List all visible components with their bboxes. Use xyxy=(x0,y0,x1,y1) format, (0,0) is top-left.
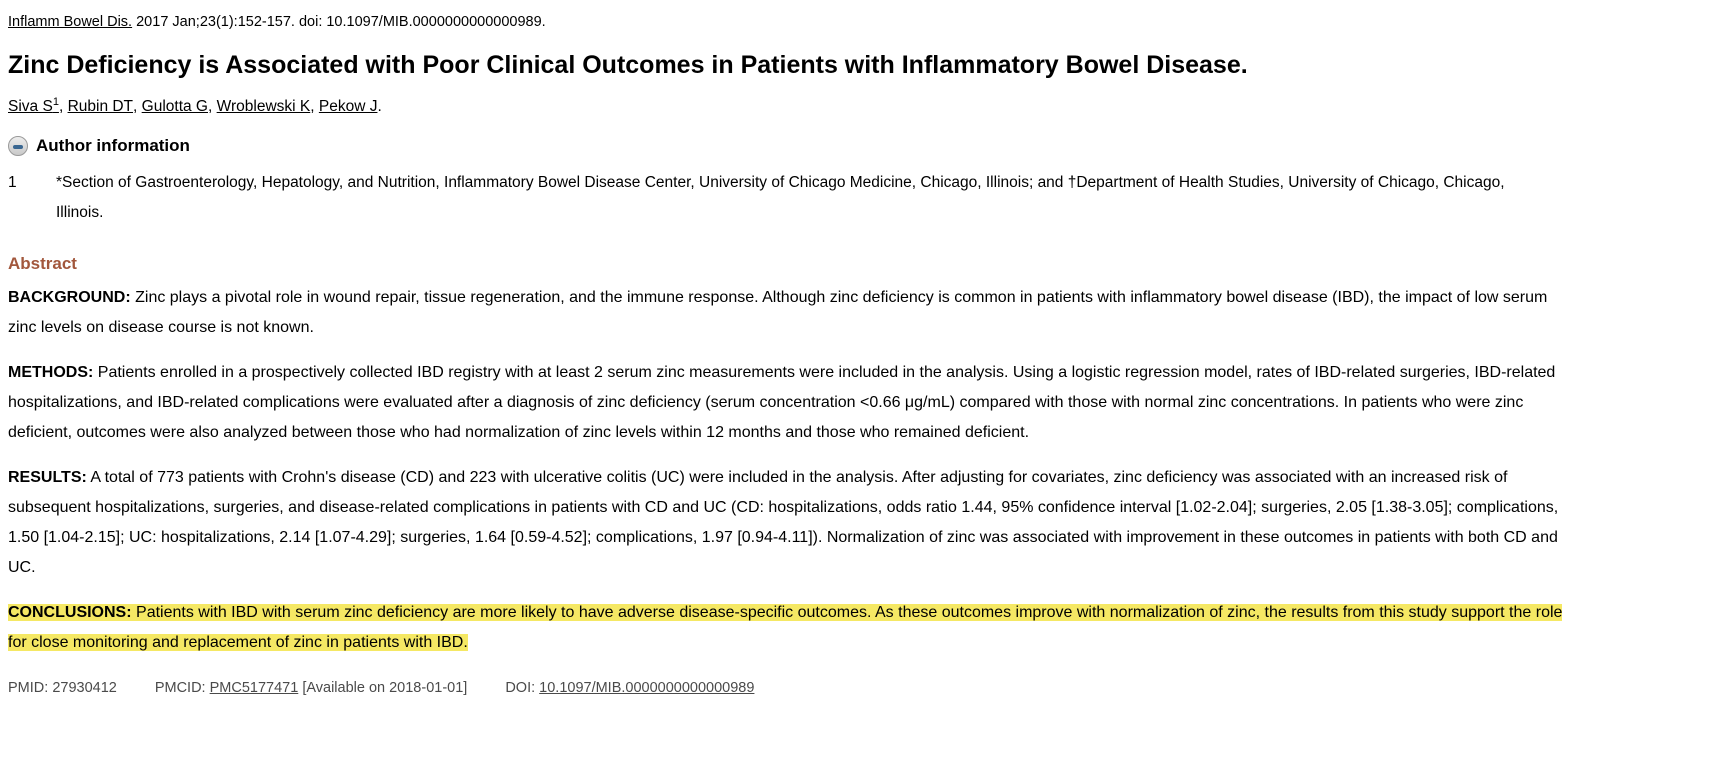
abstract-section-label: CONCLUSIONS: xyxy=(8,604,132,621)
journal-link[interactable]: Inflamm Bowel Dis. xyxy=(8,14,133,30)
doi-label: DOI: xyxy=(505,680,536,696)
author-separator: , xyxy=(58,98,68,115)
author-link[interactable]: Rubin DT xyxy=(68,98,133,115)
author-link[interactable]: Siva S1 xyxy=(8,95,59,115)
article-identifiers: PMID: 27930412 PMCID: PMC5177471 [Availa… xyxy=(8,680,1564,696)
abstract-section-text: Patients enrolled in a prospectively col… xyxy=(8,364,1556,441)
author-separator: , xyxy=(133,98,142,115)
author-link[interactable]: Pekow J xyxy=(319,98,378,115)
pmcid-group: PMCID: PMC5177471 [Available on 2018-01-… xyxy=(155,680,467,696)
author-separator: , xyxy=(310,98,319,115)
page-title: Zinc Deficiency is Associated with Poor … xyxy=(8,51,1248,79)
citation-text: 2017 Jan;23(1):152-157. doi: 10.1097/MIB… xyxy=(132,14,546,30)
author-name: Gulotta G xyxy=(141,98,208,115)
author-name: Siva S xyxy=(8,98,53,115)
pmid-label: PMID: xyxy=(8,680,49,696)
minus-circle-icon[interactable] xyxy=(8,136,28,156)
highlighted-text: CONCLUSIONS: Patients with IBD with seru… xyxy=(8,604,1563,651)
abstract-section-conclusions: CONCLUSIONS: Patients with IBD with seru… xyxy=(8,598,1564,658)
abstract-section-label: BACKGROUND: xyxy=(8,289,131,306)
affiliation-row: 1 *Section of Gastroenterology, Hepatolo… xyxy=(8,168,1564,228)
author-superscript: 1 xyxy=(52,95,59,108)
pmid-value: 27930412 xyxy=(52,680,117,696)
affiliation-text: *Section of Gastroenterology, Hepatology… xyxy=(56,174,1505,221)
author-list: Siva S1, Rubin DT, Gulotta G, Wroblewski… xyxy=(8,96,1564,118)
author-name: Rubin DT xyxy=(67,98,134,115)
abstract-section-label: METHODS: xyxy=(8,364,94,381)
abstract-section-methods: METHODS: Patients enrolled in a prospect… xyxy=(8,358,1564,448)
abstract-heading: Abstract xyxy=(8,254,77,273)
author-name: Pekow J xyxy=(318,98,378,115)
doi-link[interactable]: 10.1097/MIB.0000000000000989 xyxy=(539,680,755,696)
abstract-section-text: Patients with IBD with serum zinc defici… xyxy=(8,604,1563,651)
abstract-section-results: RESULTS: A total of 773 patients with Cr… xyxy=(8,463,1564,583)
affiliation-number: 1 xyxy=(8,174,17,191)
article-content: Inflamm Bowel Dis. 2017 Jan;23(1):152-15… xyxy=(8,12,1564,696)
doi-group: DOI: 10.1097/MIB.0000000000000989 xyxy=(505,680,754,696)
author-name: Wroblewski K xyxy=(216,98,311,115)
article-abstract-page: Inflamm Bowel Dis. 2017 Jan;23(1):152-15… xyxy=(8,12,1564,696)
pmcid-label: PMCID: xyxy=(154,680,206,696)
abstract-section-text: A total of 773 patients with Crohn's dis… xyxy=(8,469,1559,576)
abstract-section-label: RESULTS: xyxy=(8,469,87,486)
pmid-group: PMID: 27930412 xyxy=(8,680,117,696)
author-separator: , xyxy=(208,98,217,115)
citation-line: Inflamm Bowel Dis. 2017 Jan;23(1):152-15… xyxy=(8,12,1564,32)
author-link[interactable]: Wroblewski K xyxy=(217,98,311,115)
author-information-heading: Author information xyxy=(36,136,190,155)
abstract-section-background: BACKGROUND: Zinc plays a pivotal role in… xyxy=(8,283,1564,343)
author-information-header: Author information xyxy=(8,136,1564,156)
pmcid-availability-note: [Available on 2018-01-01] xyxy=(302,680,468,696)
author-separator: . xyxy=(377,98,382,115)
pmcid-link[interactable]: PMC5177471 xyxy=(209,680,299,696)
abstract-section-text: Zinc plays a pivotal role in wound repai… xyxy=(8,289,1548,336)
author-link[interactable]: Gulotta G xyxy=(142,98,208,115)
